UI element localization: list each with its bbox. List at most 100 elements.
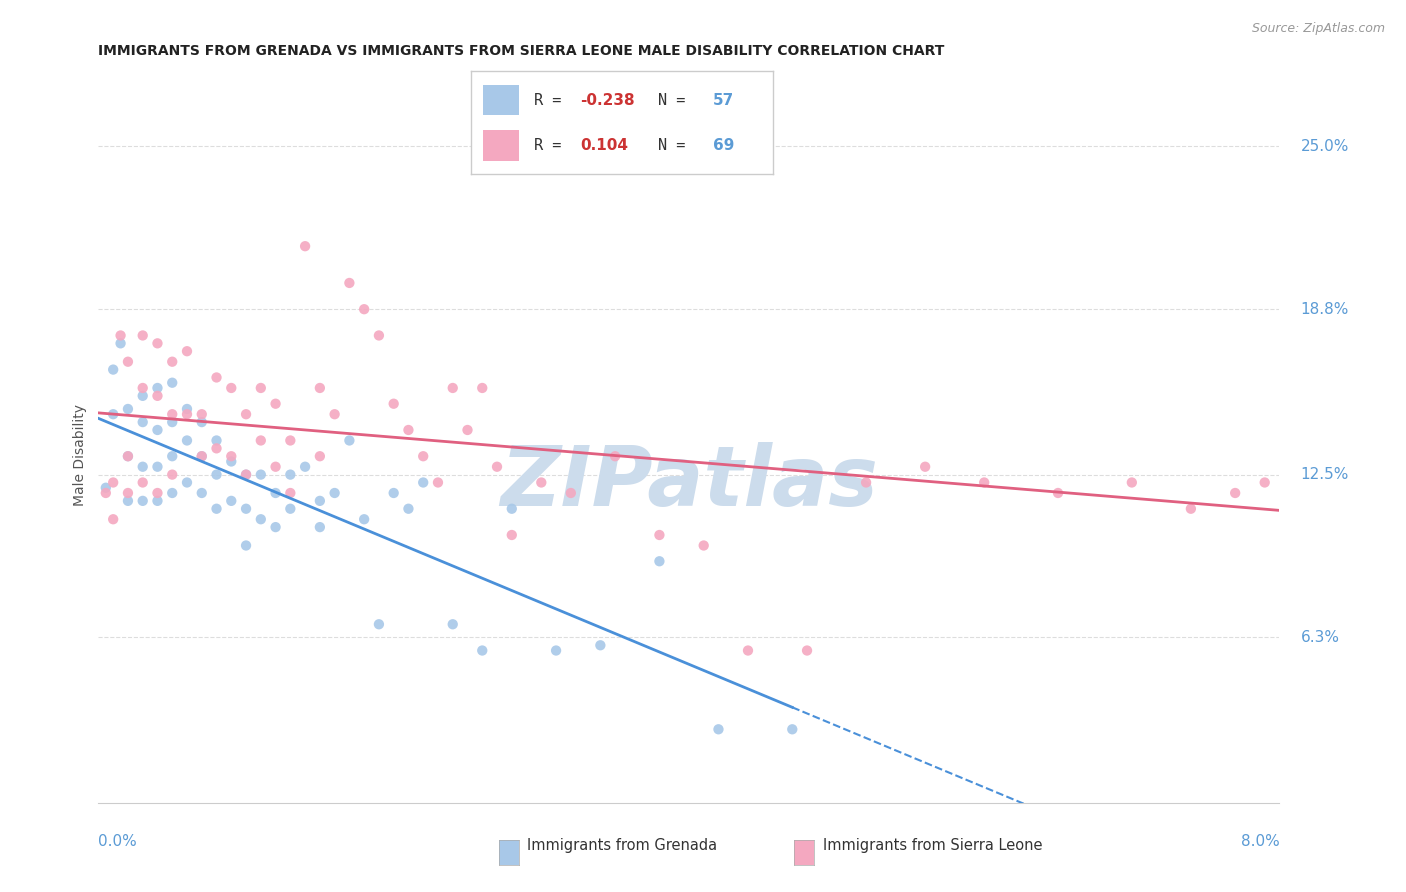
- Text: -0.238: -0.238: [579, 93, 634, 108]
- Point: [294, 459, 316, 474]
- Text: 69: 69: [713, 137, 734, 153]
- Text: ZIPatlas: ZIPatlas: [501, 442, 877, 524]
- Point: [132, 494, 155, 508]
- Point: [191, 486, 214, 500]
- Bar: [484, 85, 519, 115]
- Point: [323, 486, 346, 500]
- Point: [396, 423, 419, 437]
- Point: [162, 486, 183, 500]
- Point: [278, 486, 301, 500]
- Point: [441, 617, 464, 632]
- Point: [589, 638, 612, 652]
- Point: [235, 467, 257, 482]
- Point: [737, 643, 759, 657]
- Point: [456, 423, 478, 437]
- Text: R =: R =: [534, 93, 571, 108]
- Text: Immigrants from Grenada: Immigrants from Grenada: [527, 838, 717, 853]
- Point: [544, 643, 567, 657]
- Point: [162, 467, 183, 482]
- Point: [132, 389, 155, 403]
- Point: [337, 276, 360, 290]
- Point: [146, 459, 169, 474]
- Y-axis label: Male Disability: Male Disability: [73, 404, 87, 506]
- Text: 8.0%: 8.0%: [1240, 834, 1279, 849]
- Point: [132, 475, 155, 490]
- Point: [278, 467, 301, 482]
- Point: [176, 475, 198, 490]
- Point: [191, 449, 214, 463]
- Point: [1341, 475, 1364, 490]
- Point: [219, 449, 242, 463]
- Point: [337, 434, 360, 448]
- Point: [382, 486, 405, 500]
- Point: [235, 501, 257, 516]
- Point: [308, 494, 332, 508]
- Point: [471, 381, 494, 395]
- Point: [219, 454, 242, 468]
- Point: [1046, 486, 1069, 500]
- Point: [117, 494, 139, 508]
- Point: [219, 494, 242, 508]
- Point: [176, 401, 198, 416]
- Point: [205, 434, 228, 448]
- Text: 18.8%: 18.8%: [1301, 301, 1348, 317]
- Point: [1282, 486, 1305, 500]
- Point: [162, 449, 183, 463]
- Point: [382, 397, 405, 411]
- Point: [146, 336, 169, 351]
- Point: [205, 501, 228, 516]
- Point: [278, 501, 301, 516]
- Point: [501, 501, 523, 516]
- Point: [146, 486, 169, 500]
- Point: [396, 501, 419, 516]
- Point: [1371, 486, 1393, 500]
- Point: [973, 475, 995, 490]
- Text: Source: ZipAtlas.com: Source: ZipAtlas.com: [1251, 22, 1385, 36]
- Point: [441, 381, 464, 395]
- Point: [103, 407, 124, 421]
- Point: [605, 449, 627, 463]
- Point: [648, 554, 671, 568]
- Point: [235, 407, 257, 421]
- Point: [250, 381, 273, 395]
- Point: [117, 449, 139, 463]
- Text: 6.3%: 6.3%: [1301, 630, 1340, 645]
- Point: [412, 475, 434, 490]
- Point: [219, 381, 242, 395]
- Point: [1121, 475, 1143, 490]
- Point: [796, 643, 818, 657]
- Point: [308, 381, 332, 395]
- Point: [117, 401, 139, 416]
- Point: [485, 459, 508, 474]
- Text: N =: N =: [658, 137, 695, 153]
- Point: [205, 467, 228, 482]
- Point: [693, 539, 716, 553]
- Point: [235, 539, 257, 553]
- Point: [103, 362, 124, 376]
- Point: [1223, 486, 1246, 500]
- Point: [264, 520, 287, 534]
- Text: 0.0%: 0.0%: [98, 834, 138, 849]
- Point: [1298, 501, 1320, 516]
- Point: [117, 449, 139, 463]
- Point: [191, 415, 214, 429]
- Point: [117, 486, 139, 500]
- Point: [782, 723, 804, 737]
- Point: [132, 459, 155, 474]
- Point: [103, 512, 124, 526]
- Point: [176, 407, 198, 421]
- Point: [914, 459, 936, 474]
- Point: [264, 486, 287, 500]
- Point: [146, 423, 169, 437]
- Bar: [484, 130, 519, 161]
- Point: [94, 486, 117, 500]
- Point: [1386, 475, 1406, 490]
- Point: [560, 486, 582, 500]
- Point: [471, 643, 494, 657]
- Point: [94, 481, 117, 495]
- Point: [205, 442, 228, 456]
- Point: [191, 407, 214, 421]
- Point: [205, 370, 228, 384]
- Point: [132, 381, 155, 395]
- Point: [426, 475, 449, 490]
